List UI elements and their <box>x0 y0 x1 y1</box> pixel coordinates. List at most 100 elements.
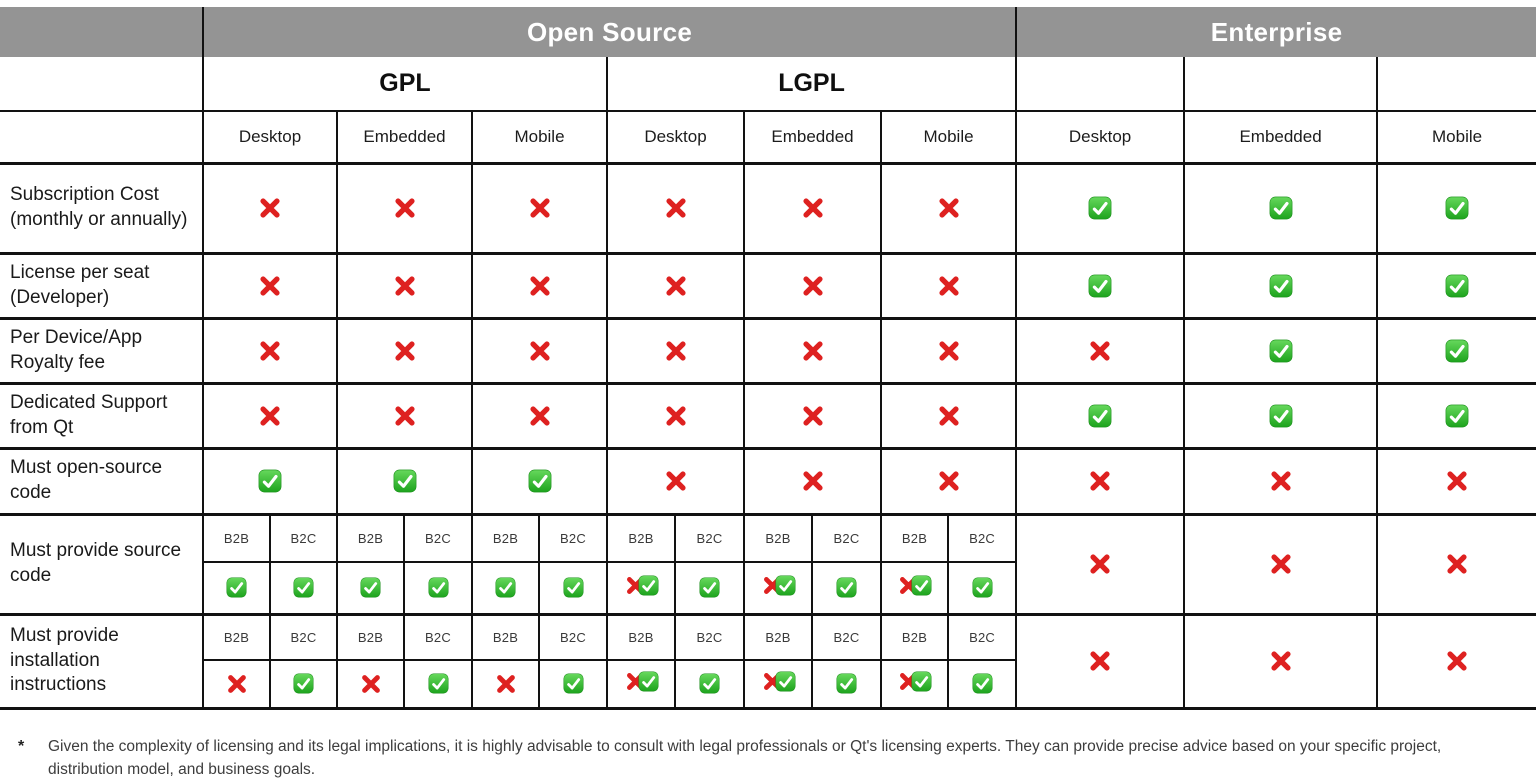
top-header-row: Open Source Enterprise <box>0 7 1536 57</box>
value-cell <box>744 253 881 318</box>
table-row: License per seat (Developer) <box>0 253 1536 318</box>
check-icon <box>638 575 659 596</box>
value-cell <box>472 660 539 708</box>
value-cell <box>607 318 744 383</box>
cross-icon <box>225 672 249 696</box>
value-cell <box>472 383 607 448</box>
cross-icon <box>527 403 553 429</box>
check-icon <box>972 673 993 694</box>
value-cell <box>744 562 812 614</box>
cross-icon <box>800 338 826 364</box>
value-cell <box>607 660 675 708</box>
value-cell <box>744 163 881 253</box>
cross-icon <box>800 195 826 221</box>
value-cell <box>948 660 1016 708</box>
value-cell <box>1016 163 1184 253</box>
footnote: * Given the complexity of licensing and … <box>18 735 1536 781</box>
value-cell <box>1016 514 1184 614</box>
value-cell <box>1377 383 1536 448</box>
b2b-b2c-header: B2C <box>948 514 1016 562</box>
cross-icon <box>663 273 689 299</box>
row-label: Must provide installation instructions <box>0 614 203 708</box>
value-cell <box>337 448 472 514</box>
open-source-header: Open Source <box>203 7 1016 57</box>
row-label: Must provide source code <box>0 514 203 614</box>
header-corner-cell <box>0 7 203 57</box>
cross-icon <box>1444 468 1470 494</box>
cross-icon <box>1444 648 1470 674</box>
row-label: Dedicated Support from Qt <box>0 383 203 448</box>
value-cell <box>607 383 744 448</box>
value-cell <box>812 660 881 708</box>
cross-check-combo <box>761 670 796 693</box>
b2b-b2c-header: B2C <box>404 514 472 562</box>
cross-icon <box>936 403 962 429</box>
check-icon <box>1445 274 1469 298</box>
b2b-b2c-header: B2B <box>472 514 539 562</box>
check-icon <box>1269 274 1293 298</box>
table-row: Per Device/App Royalty fee <box>0 318 1536 383</box>
check-icon <box>1445 196 1469 220</box>
platform-header: Embedded <box>744 111 881 163</box>
cross-icon <box>663 338 689 364</box>
value-cell <box>1377 253 1536 318</box>
cross-icon <box>936 468 962 494</box>
value-cell <box>337 383 472 448</box>
value-cell <box>539 660 607 708</box>
row-label: Per Device/App Royalty fee <box>0 318 203 383</box>
cross-check-combo <box>897 574 932 597</box>
value-cell <box>948 562 1016 614</box>
value-cell <box>472 253 607 318</box>
check-icon <box>293 577 314 598</box>
check-icon <box>528 469 552 493</box>
license-comparison-table: Open Source Enterprise GPL LGPL Desktop … <box>0 7 1536 710</box>
check-icon <box>495 577 516 598</box>
cross-icon <box>936 273 962 299</box>
license-row-corner <box>0 57 203 111</box>
value-cell <box>404 562 472 614</box>
value-cell <box>270 660 337 708</box>
value-cell <box>675 562 744 614</box>
value-cell <box>472 448 607 514</box>
b2b-b2c-header: B2B <box>337 614 404 660</box>
b2b-b2c-header: B2C <box>812 514 881 562</box>
value-cell <box>1016 318 1184 383</box>
check-icon <box>911 575 932 596</box>
check-icon <box>226 577 247 598</box>
value-cell <box>1184 614 1377 708</box>
check-icon <box>1269 196 1293 220</box>
table-row: Subscription Cost (monthly or annually) <box>0 163 1536 253</box>
cross-icon <box>1268 551 1294 577</box>
b2b-b2c-header: B2C <box>539 514 607 562</box>
value-cell <box>1377 514 1536 614</box>
value-cell <box>744 660 812 708</box>
value-cell <box>1016 253 1184 318</box>
check-icon <box>775 575 796 596</box>
value-cell <box>1184 383 1377 448</box>
b2b-b2c-header: B2C <box>270 614 337 660</box>
platform-header-row: Desktop Embedded Mobile Desktop Embedded… <box>0 111 1536 163</box>
lgpl-header: LGPL <box>607 57 1016 111</box>
b2b-b2c-header: B2B <box>203 514 270 562</box>
check-icon <box>836 673 857 694</box>
cross-icon <box>392 338 418 364</box>
value-cell <box>744 383 881 448</box>
platform-header: Desktop <box>203 111 337 163</box>
platform-header: Mobile <box>1377 111 1536 163</box>
row-label: License per seat (Developer) <box>0 253 203 318</box>
value-cell <box>881 318 1016 383</box>
value-cell <box>1184 448 1377 514</box>
cross-check-combo <box>624 670 659 693</box>
value-cell <box>881 253 1016 318</box>
value-cell <box>812 562 881 614</box>
cross-check-combo <box>624 574 659 597</box>
table-row: Must open-source code <box>0 448 1536 514</box>
value-cell <box>1377 614 1536 708</box>
value-cell <box>1184 163 1377 253</box>
cross-icon <box>936 195 962 221</box>
value-cell <box>539 562 607 614</box>
cross-icon <box>663 468 689 494</box>
cross-icon <box>800 403 826 429</box>
b2b-b2c-header: B2C <box>675 514 744 562</box>
value-cell <box>607 253 744 318</box>
